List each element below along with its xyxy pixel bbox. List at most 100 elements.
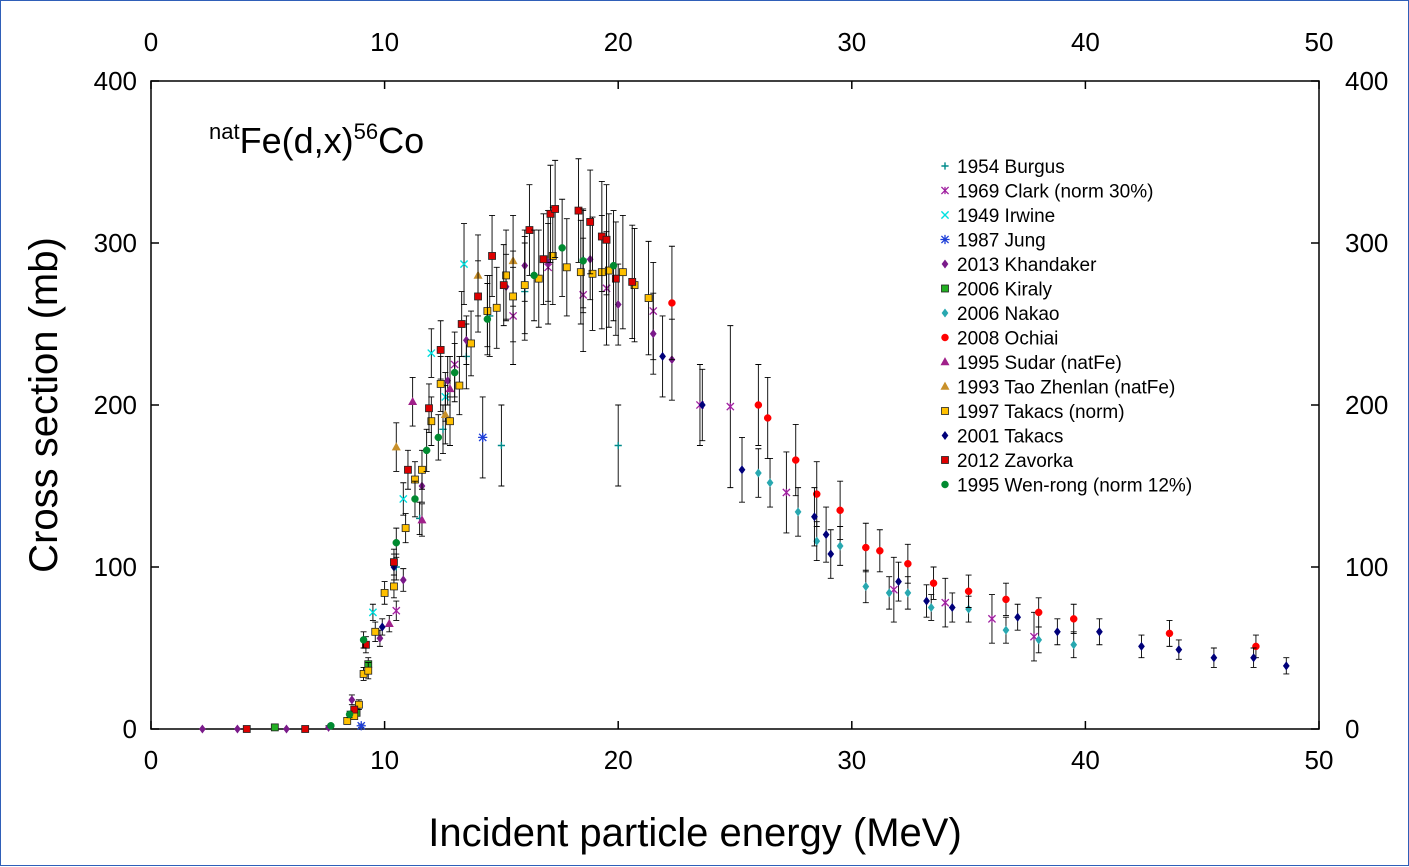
- data-point: [546, 209, 555, 218]
- data-point: [644, 294, 653, 302]
- data-point: [1035, 635, 1043, 645]
- data-point: [378, 622, 386, 632]
- reaction-main-2: Co: [378, 120, 424, 161]
- legend-label: 1993 Tao Zhenlan (natFe): [957, 378, 1175, 399]
- data-point: [446, 417, 454, 426]
- data-point: [754, 468, 762, 478]
- data-point: [355, 700, 363, 709]
- data-point: [384, 618, 394, 627]
- data-point: [611, 274, 620, 283]
- legend-item: 1954 Burgus: [941, 157, 1065, 178]
- data-point: [614, 441, 622, 450]
- reaction-superscript: 56: [354, 119, 378, 144]
- series-0: [392, 210, 622, 581]
- y-tick-label-right: 400: [1345, 66, 1388, 96]
- data-point: [434, 433, 443, 442]
- legend: 1954 Burgus 1969 Clark (norm 30%) 1949 Irw…: [940, 157, 1192, 497]
- data-point: [1014, 612, 1022, 622]
- data-point: [668, 299, 676, 307]
- data-point: [356, 721, 366, 731]
- data-point: [586, 218, 595, 226]
- legend-marker: [940, 357, 950, 366]
- y-ticks: [151, 80, 1319, 730]
- data-point: [301, 725, 310, 733]
- legend-label: 1954 Burgus: [957, 157, 1065, 178]
- data-point: [628, 277, 637, 286]
- legend-marker: [941, 431, 949, 440]
- y-tick-label-right: 200: [1345, 390, 1388, 420]
- data-point: [404, 465, 412, 474]
- data-point: [283, 724, 290, 734]
- data-point: [1002, 625, 1010, 635]
- data-point: [488, 252, 496, 260]
- data-point: [483, 315, 492, 323]
- legend-marker: [940, 210, 950, 220]
- data-point: [440, 409, 450, 419]
- data-point: [199, 724, 206, 734]
- legend-marker: [940, 381, 950, 390]
- data-point: [763, 414, 772, 422]
- data-point: [1165, 629, 1174, 638]
- data-point: [987, 614, 997, 623]
- data-point: [502, 271, 510, 280]
- y-tick-label: 400: [94, 66, 137, 96]
- data-point: [738, 465, 746, 475]
- x-tick-label-top: 20: [604, 27, 633, 57]
- data-point: [822, 530, 830, 540]
- x-tick-label: 40: [1071, 745, 1100, 775]
- data-point: [427, 417, 436, 426]
- y-tick-label: 100: [94, 552, 137, 582]
- legend-marker: [941, 162, 949, 170]
- y-axis-title: Cross section (mb): [22, 237, 66, 573]
- data-point: [862, 543, 870, 552]
- legend-item: 2006 Nakao: [941, 304, 1059, 325]
- data-point: [390, 558, 398, 567]
- legend-item: 2001 Takacs: [941, 427, 1063, 448]
- legend-item: 1987 Jung: [940, 231, 1046, 252]
- x-tick-labels-bottom: 0 10 20 30 40 50: [144, 745, 1334, 775]
- data-point: [455, 381, 464, 390]
- data-point: [345, 710, 354, 719]
- y-tick-label-right: 100: [1345, 552, 1388, 582]
- legend-marker: [941, 456, 949, 464]
- y-tick-label: 0: [123, 714, 137, 744]
- data-point: [885, 588, 893, 598]
- data-point: [399, 575, 407, 585]
- data-point: [478, 432, 488, 442]
- data-point: [474, 292, 482, 301]
- data-point: [551, 205, 560, 213]
- data-point: [1002, 595, 1010, 604]
- data-point: [242, 725, 251, 733]
- data-point: [1250, 653, 1257, 663]
- reaction-pre-superscript: nat: [209, 119, 240, 144]
- data-point: [1282, 661, 1290, 671]
- data-point: [782, 488, 791, 497]
- x-tick-label: 20: [604, 745, 633, 775]
- legend-item: 2008 Ochiai: [941, 329, 1058, 350]
- data-point: [408, 396, 418, 406]
- legend-marker: [941, 407, 949, 415]
- data-point: [530, 271, 538, 280]
- data-point: [1210, 653, 1218, 663]
- data-point: [399, 494, 408, 504]
- data-point: [602, 235, 611, 244]
- data-point: [649, 329, 657, 339]
- data-point: [445, 383, 455, 393]
- data-point: [411, 495, 419, 503]
- data-point: [609, 261, 618, 270]
- data-point: [941, 598, 950, 607]
- legend-item: 2012 Zavorka: [941, 451, 1074, 472]
- data-point: [467, 339, 475, 348]
- legend-marker: [940, 186, 950, 195]
- data-point: [574, 206, 583, 215]
- x-axis-title: Incident particle energy (MeV): [428, 811, 962, 855]
- y-tick-label: 200: [94, 390, 137, 420]
- data-point: [927, 603, 935, 612]
- data-point: [234, 724, 241, 734]
- legend-label: 1969 Clark (norm 30%): [957, 182, 1153, 203]
- legend-label: 2013 Khandaker: [957, 255, 1097, 276]
- y-tick-label: 300: [94, 228, 137, 258]
- data-point: [579, 257, 587, 265]
- data-point: [813, 490, 821, 498]
- data-point: [359, 636, 368, 644]
